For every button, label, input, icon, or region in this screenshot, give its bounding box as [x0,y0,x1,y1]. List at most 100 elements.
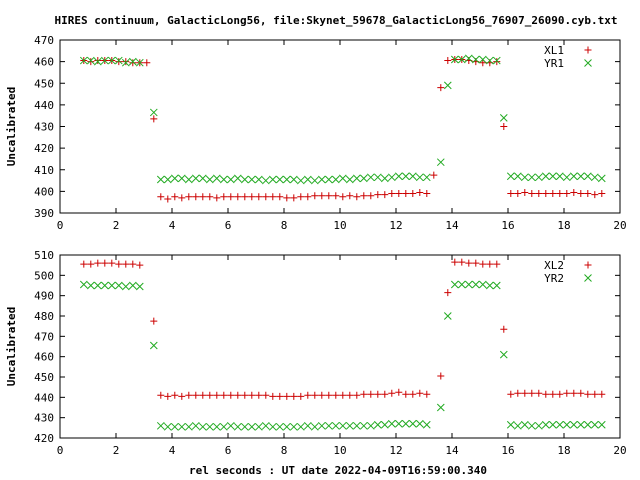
data-point [583,420,592,429]
data-point [513,172,522,181]
data-point [359,174,368,183]
x-tick-label: 14 [445,219,459,232]
data-point [563,190,571,198]
data-point [177,422,186,431]
x-tick-label: 0 [57,219,64,232]
data-point [408,172,417,181]
data-point [395,388,403,396]
data-point [311,391,319,399]
plot-frame [59,39,621,214]
data-point [247,175,256,184]
data-point [416,389,424,397]
data-point [318,391,326,399]
legend-marker [584,274,592,282]
data-point [163,422,172,431]
data-point [367,192,375,200]
data-point [485,56,494,65]
data-point [135,58,144,67]
data-point [122,58,130,66]
data-point [457,280,466,289]
data-point [171,193,179,201]
data-point [303,175,312,184]
data-point [541,420,550,429]
data-point [290,392,298,400]
data-point [556,390,564,398]
data-point [486,260,494,268]
data-point [332,391,340,399]
data-point [262,193,270,201]
data-point [422,420,431,429]
data-point [164,392,172,400]
x-tick-label: 20 [613,444,626,457]
data-point [261,176,270,185]
data-point [100,56,109,65]
data-point [241,391,249,399]
data-point [422,173,431,182]
y-tick-label: 440 [34,99,54,112]
data-point [402,190,410,198]
series-yr1 [79,54,606,185]
data-point [591,191,599,199]
data-point [500,325,508,333]
legend-label: YR1 [544,57,564,70]
data-point [401,172,410,181]
data-point [213,194,221,202]
data-point [283,194,291,202]
y-tick-label: 430 [34,412,54,425]
data-point [115,58,123,66]
data-point [562,420,571,429]
data-point [380,420,389,429]
data-point [548,420,557,429]
data-point [345,421,354,430]
data-point [597,174,606,183]
data-point [121,282,130,291]
data-point [520,173,529,182]
y-tick-label: 450 [34,371,54,384]
data-point [346,391,354,399]
y-tick-label: 470 [34,34,54,47]
y-tick-label: 460 [34,56,54,69]
data-point [444,57,452,65]
data-point [521,389,529,397]
data-point [213,391,221,399]
data-point [366,421,375,430]
data-point [331,175,340,184]
data-point [178,194,186,202]
data-point [478,55,487,64]
x-tick-label: 8 [281,219,288,232]
data-point [129,59,137,67]
data-point [289,422,298,431]
x-tick-label: 10 [333,219,346,232]
data-point [185,193,193,201]
data-point [381,191,389,199]
data-point [541,172,550,181]
data-point [528,389,536,397]
data-point [331,421,340,430]
data-point [569,172,578,181]
data-point [570,389,578,397]
y-tick-label: 390 [34,207,54,220]
chart-title: HIRES continuum, GalacticLong56, file:Sk… [55,14,618,27]
legend-label: XL1 [544,44,564,57]
data-point [373,173,382,182]
data-point [220,193,228,201]
data-point [276,392,284,400]
data-point [206,193,214,201]
data-point [576,420,585,429]
data-point [374,390,382,398]
x-axis-label: rel seconds : UT date 2022-04-09T16:59:0… [189,464,487,477]
series-yr2 [79,280,606,431]
data-point [93,281,102,290]
plot-frame [59,254,621,439]
data-point [178,392,186,400]
data-point [366,173,375,182]
data-point [450,55,459,64]
data-point [282,422,291,431]
y-tick-label: 510 [34,249,54,262]
data-point [185,391,193,399]
data-point [311,192,319,200]
x-tick-label: 16 [501,219,514,232]
data-point [535,389,543,397]
data-point [577,190,585,198]
